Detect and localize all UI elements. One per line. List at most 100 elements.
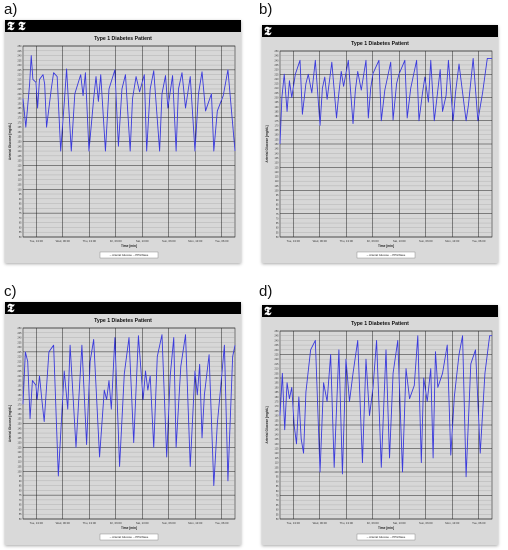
y-tick-label: 245 bbox=[18, 50, 23, 53]
window-title-bar: 𝕿 𝕿 bbox=[5, 19, 241, 33]
y-tick-label: 190 bbox=[18, 102, 23, 105]
y-tick-label: 200 bbox=[18, 93, 23, 96]
y-tick-label: 175 bbox=[18, 117, 23, 120]
y-tick-label: 205 bbox=[275, 92, 280, 95]
x-tick-label: Wed, 06:00 bbox=[313, 239, 328, 243]
y-tick-label: 135 bbox=[275, 438, 280, 441]
chart-panel-c: 𝕿 Type 1 Diabetes Patient 50 55 60 65 70 75 80 8… bbox=[5, 301, 241, 545]
x-tick-label: Thu, 13:00 bbox=[340, 239, 354, 243]
y-tick-label: 55 bbox=[19, 513, 22, 516]
y-tick-label: 150 bbox=[18, 141, 23, 144]
y-tick-label: 80 bbox=[276, 490, 279, 493]
x-tick-label: Mon, 13:00 bbox=[445, 521, 459, 525]
y-tick-label: 60 bbox=[19, 508, 22, 511]
y-tick-label: 235 bbox=[18, 341, 23, 344]
y-tick-label: 150 bbox=[275, 424, 280, 427]
y-axis-label: Arterial Glucose [mg/dL] bbox=[8, 123, 12, 160]
logo-icon: 𝕿 bbox=[264, 304, 272, 318]
y-tick-label: 190 bbox=[275, 386, 280, 389]
y-tick-label: 155 bbox=[18, 136, 23, 139]
y-tick-label: 50 bbox=[276, 518, 279, 521]
y-tick-label: 110 bbox=[275, 462, 279, 465]
y-tick-label: 135 bbox=[18, 437, 23, 440]
legend-text: -- Arterial Glucose -- PPGWave bbox=[110, 253, 149, 257]
y-tick-label: 180 bbox=[275, 396, 280, 399]
y-tick-label: 200 bbox=[18, 375, 23, 378]
chart-panel-d: 𝕿 Type 1 Diabetes Patient 50 55 60 65 70 75 80 8… bbox=[262, 304, 498, 545]
legend-box bbox=[356, 251, 416, 259]
y-tick-label: 230 bbox=[18, 346, 23, 349]
y-tick-label: 105 bbox=[275, 185, 280, 188]
y-tick-label: 70 bbox=[19, 217, 22, 220]
x-tick-label: Tue, 13:00 bbox=[287, 239, 301, 243]
panel-label-d: d) bbox=[259, 283, 273, 300]
y-tick-label: 215 bbox=[275, 363, 280, 366]
y-tick-label: 240 bbox=[18, 337, 23, 340]
y-tick-label: 105 bbox=[275, 466, 280, 469]
y-tick-label: 250 bbox=[18, 45, 23, 48]
x-tick-label: Wed, 06:00 bbox=[56, 521, 71, 525]
y-tick-label: 155 bbox=[275, 419, 280, 422]
y-tick-label: 145 bbox=[18, 145, 23, 148]
y-tick-label: 140 bbox=[275, 152, 280, 155]
x-tick-label: Tue, 06:00 bbox=[215, 521, 229, 525]
x-tick-label: Sat, 13:00 bbox=[136, 239, 149, 243]
y-tick-label: 185 bbox=[275, 110, 280, 113]
x-tick-label: Thu, 13:00 bbox=[83, 521, 97, 525]
y-tick-label: 50 bbox=[19, 518, 22, 521]
x-tick-label: Tue, 13:00 bbox=[30, 521, 44, 525]
y-tick-label: 185 bbox=[275, 391, 280, 394]
y-tick-label: 235 bbox=[275, 64, 280, 67]
y-tick-label: 200 bbox=[275, 97, 280, 100]
y-tick-label: 110 bbox=[275, 180, 279, 183]
y-tick-label: 90 bbox=[19, 198, 22, 201]
logo-icon: 𝕿 bbox=[18, 19, 26, 33]
y-tick-label: 160 bbox=[18, 413, 23, 416]
panel-label-a: a) bbox=[4, 1, 18, 18]
y-tick-label: 210 bbox=[275, 368, 280, 371]
y-tick-label: 205 bbox=[275, 372, 280, 375]
logo-icon: 𝕿 bbox=[264, 24, 272, 38]
y-tick-label: 165 bbox=[275, 129, 280, 132]
glucose-chart-b: Type 1 Diabetes Patient50556065707580859… bbox=[265, 41, 493, 259]
chart-title: Type 1 Diabetes Patient bbox=[351, 41, 409, 47]
x-axis-label: Time [min] bbox=[378, 526, 394, 530]
logo-icon: 𝕿 bbox=[7, 301, 15, 315]
y-tick-label: 250 bbox=[18, 327, 23, 330]
y-tick-label: 85 bbox=[19, 203, 22, 206]
y-tick-label: 70 bbox=[276, 217, 279, 220]
y-tick-label: 180 bbox=[18, 112, 23, 115]
y-tick-label: 105 bbox=[18, 183, 23, 186]
y-tick-label: 85 bbox=[276, 203, 279, 206]
x-tick-label: Sat, 13:00 bbox=[393, 521, 406, 525]
y-tick-label: 150 bbox=[275, 143, 280, 146]
legend-box bbox=[356, 533, 416, 541]
series-line-arterial-glucose bbox=[279, 57, 492, 145]
y-tick-label: 60 bbox=[276, 227, 279, 230]
y-tick-label: 165 bbox=[18, 126, 23, 129]
y-tick-label: 140 bbox=[275, 433, 280, 436]
y-tick-label: 65 bbox=[276, 222, 279, 225]
y-tick-label: 215 bbox=[275, 83, 280, 86]
chart-panel-b: 𝕿 Type 1 Diabetes Patient 50 55 60 65 70 75 80 8… bbox=[262, 24, 498, 263]
y-tick-label: 225 bbox=[18, 351, 23, 354]
x-tick-label: Sun, 06:00 bbox=[162, 239, 176, 243]
y-tick-label: 100 bbox=[18, 470, 23, 473]
y-tick-label: 60 bbox=[19, 226, 22, 229]
window-title-bar: 𝕿 bbox=[262, 304, 498, 318]
chart-title: Type 1 Diabetes Patient bbox=[94, 318, 152, 324]
y-tick-label: 90 bbox=[276, 480, 279, 483]
y-tick-label: 80 bbox=[19, 489, 22, 492]
y-tick-label: 210 bbox=[18, 83, 23, 86]
y-tick-label: 130 bbox=[275, 162, 280, 165]
y-tick-label: 170 bbox=[275, 405, 280, 408]
y-tick-label: 165 bbox=[275, 410, 280, 413]
window-title-bar: 𝕿 bbox=[5, 301, 241, 315]
y-tick-label: 125 bbox=[275, 448, 280, 451]
y-tick-label: 150 bbox=[18, 423, 23, 426]
y-tick-label: 55 bbox=[276, 231, 279, 234]
y-tick-label: 100 bbox=[275, 190, 280, 193]
x-tick-label: Sat, 13:00 bbox=[136, 521, 149, 525]
y-tick-label: 170 bbox=[18, 403, 23, 406]
